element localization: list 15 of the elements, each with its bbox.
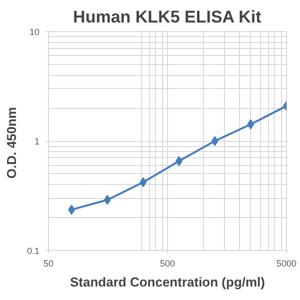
point xyxy=(68,204,76,215)
x-tick-label: 5000 xyxy=(276,258,297,268)
y-tick-label: 0.1 xyxy=(26,246,40,256)
point xyxy=(104,194,111,205)
point xyxy=(211,136,218,146)
y-tick-label: 10 xyxy=(29,27,40,37)
chart-title: Human KLK5 ELISA Kit xyxy=(73,8,262,26)
x-tick-label: 500 xyxy=(160,258,176,268)
point xyxy=(176,156,183,166)
point xyxy=(247,119,254,130)
x-tick-label: 50 xyxy=(43,258,54,268)
point xyxy=(140,177,147,188)
x-axis-title: Standard Concentration (pg/ml) xyxy=(70,274,265,290)
y-axis-title: O.D. 450nm xyxy=(4,107,19,179)
y-tick-label: 1 xyxy=(34,136,40,146)
